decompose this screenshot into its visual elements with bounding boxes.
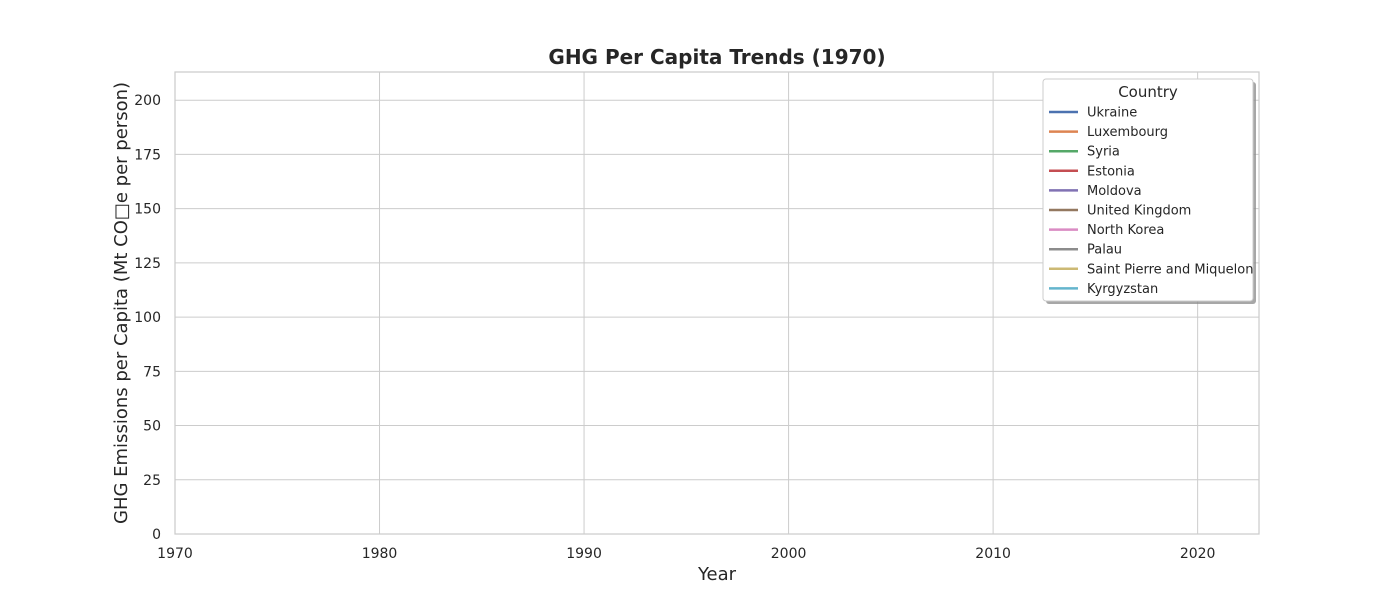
x-tick-label: 2020: [1180, 546, 1216, 562]
legend-label: Saint Pierre and Miquelon: [1087, 262, 1253, 277]
x-tick-label: 1990: [566, 546, 602, 562]
y-tick-labels: 0 25 50 75 100 125 150 175 200: [134, 93, 161, 543]
legend-items: Ukraine Luxembourg Syria Estonia Moldova Unit…: [1049, 106, 1253, 297]
y-tick-label: 50: [143, 419, 161, 435]
y-tick-label: 25: [143, 473, 161, 489]
y-tick-label: 200: [134, 93, 161, 109]
y-tick-label: 75: [143, 364, 161, 380]
legend-label: Palau: [1087, 243, 1122, 258]
legend-label: Kyrgyzstan: [1087, 282, 1158, 297]
y-tick-label: 100: [134, 310, 161, 326]
x-tick-label: 1970: [157, 546, 193, 562]
legend: Country Ukraine Luxembourg Syria Estonia Mol…: [1042, 78, 1256, 304]
legend-label: Luxembourg: [1087, 125, 1168, 140]
x-tick-label: 2010: [975, 546, 1011, 562]
legend-label: Syria: [1087, 145, 1120, 160]
y-tick-label: 0: [152, 527, 161, 543]
legend-label: United Kingdom: [1087, 204, 1191, 219]
x-tick-label: 1980: [362, 546, 398, 562]
legend-title: Country: [1118, 83, 1178, 101]
x-tick-labels: 1970 1980 1990 2000 2010 2020: [157, 546, 1215, 562]
legend-label: Estonia: [1087, 164, 1135, 179]
chart-title: GHG Per Capita Trends (1970): [548, 45, 885, 69]
x-axis-label: Year: [697, 564, 737, 585]
y-tick-label: 150: [134, 202, 161, 218]
legend-label: North Korea: [1087, 223, 1164, 238]
plot-area-frame: [174, 71, 1260, 535]
y-tick-label: 125: [134, 256, 161, 272]
legend-label: Moldova: [1087, 184, 1142, 199]
y-tick-label: 175: [134, 147, 161, 163]
legend-label: Ukraine: [1087, 106, 1137, 121]
x-tick-label: 2000: [771, 546, 807, 562]
y-axis-label: GHG Emissions per Capita (Mt CO□e per pe…: [111, 82, 132, 524]
legend-box: [1042, 78, 1254, 302]
